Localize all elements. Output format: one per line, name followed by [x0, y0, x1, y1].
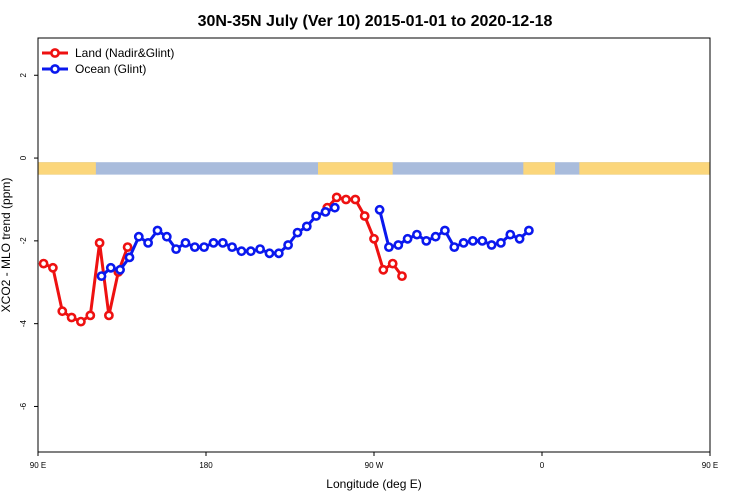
series-1-point-0-3	[124, 252, 135, 263]
series-1-point-1-1	[383, 242, 394, 252]
series-1-point-0-5	[143, 237, 153, 248]
series-0-point-0-7	[104, 310, 114, 321]
series-1-point-0-6	[152, 225, 163, 236]
legend-marker-0	[50, 48, 60, 58]
series-0-point-0-9	[122, 242, 133, 252]
plot-frame	[37, 37, 711, 453]
series-0-point-1-6	[378, 264, 389, 275]
x-tick-label-0: 90 E	[30, 461, 46, 470]
series-1-point-0-20	[283, 240, 293, 250]
series-1-point-0-2	[115, 264, 125, 275]
series-layer	[38, 192, 534, 327]
series-1-point-0-11	[199, 242, 209, 252]
series-0-line-0	[42, 241, 130, 324]
y-tick-label-0: 2	[19, 72, 28, 77]
land-band-3	[579, 162, 710, 175]
series-1-point-1-0	[374, 204, 385, 215]
series-1-point-0-0	[96, 271, 107, 281]
x-tick-label-2: 90 W	[365, 461, 384, 470]
series-1-point-1-9	[458, 237, 469, 248]
series-1-point-0-17	[255, 244, 265, 254]
series-1-point-1-7	[439, 225, 450, 236]
series-1-point-1-14	[505, 229, 516, 240]
land-band-0	[38, 162, 96, 175]
series-1-point-0-8	[171, 244, 181, 254]
series-1-point-0-12	[208, 237, 219, 248]
y-tick-label-1: 0	[19, 155, 28, 160]
x-tick-label-1: 180	[199, 461, 213, 470]
series-1-point-0-16	[245, 246, 256, 257]
series-0-point-0-4	[76, 316, 86, 327]
series-0-point-0-3	[66, 312, 77, 323]
y-axis-label: XCO2 - MLO trend (ppm)	[0, 178, 13, 313]
series-1-point-0-23	[311, 211, 321, 221]
land-band-1	[318, 162, 393, 175]
series-0-point-1-7	[387, 258, 398, 269]
series-1-line-1	[378, 209, 530, 249]
series-1-point-1-8	[449, 242, 460, 252]
landmask-strip	[38, 162, 710, 175]
chart-title: 30N-35N July (Ver 10) 2015-01-01 to 2020…	[198, 13, 553, 30]
legend-label-1: Ocean (Glint)	[75, 62, 146, 76]
x-tick-label-3: 0	[540, 461, 545, 470]
series-1-point-1-2	[393, 240, 404, 250]
legend-marker-1	[50, 64, 60, 74]
legend: Land (Nadir&Glint) Ocean (Glint)	[42, 46, 174, 76]
series-1-point-1-4	[411, 229, 422, 240]
series-0-point-1-1	[331, 192, 342, 203]
series-1-point-0-25	[329, 202, 340, 213]
series-1-point-1-12	[486, 240, 497, 250]
series-0-point-0-0	[38, 258, 49, 269]
series-1-point-0-1	[105, 262, 116, 273]
x-axis-label: Longitude (deg E)	[326, 477, 421, 491]
series-1-point-1-15	[514, 233, 525, 244]
series-1-point-0-22	[301, 221, 312, 232]
y-tick-label-3: -4	[19, 320, 28, 328]
series-1-point-1-6	[430, 231, 441, 242]
series-1-point-0-15	[236, 246, 247, 257]
series-1-point-0-10	[189, 242, 200, 252]
series-1-point-0-21	[292, 227, 303, 238]
series-1-point-1-11	[477, 235, 488, 246]
x-axis: 90 E 180 90 W 0 90 E	[30, 452, 718, 470]
series-0-point-1-2	[341, 194, 351, 205]
series-1-point-1-5	[421, 235, 432, 246]
series-1-point-1-3	[402, 233, 413, 244]
series-0-point-0-5	[85, 310, 96, 321]
land-band-2	[523, 162, 556, 175]
series-1-point-0-18	[264, 248, 275, 259]
series-0-point-0-6	[94, 237, 105, 248]
y-tick-label-2: -2	[19, 237, 28, 245]
series-1-point-0-19	[273, 248, 284, 259]
y-axis: 2 0 -2 -4 -6	[19, 72, 38, 410]
series-0-point-1-8	[397, 271, 407, 281]
legend-label-0: Land (Nadir&Glint)	[75, 46, 174, 60]
series-1-point-0-4	[133, 231, 144, 242]
series-1-point-0-14	[227, 242, 237, 252]
series-0-point-0-1	[48, 262, 58, 273]
x-tick-label-4: 90 E	[702, 461, 718, 470]
series-1-point-0-7	[161, 231, 172, 242]
series-1-point-1-13	[495, 237, 506, 248]
series-1-point-0-24	[320, 206, 331, 217]
series-1-point-1-10	[467, 235, 478, 246]
series-0-point-0-2	[57, 306, 68, 317]
series-0-point-1-5	[369, 233, 379, 244]
series-1-point-0-9	[180, 237, 191, 248]
series-1-point-1-16	[524, 225, 534, 236]
series-0-point-1-4	[359, 211, 370, 221]
y-tick-label-4: -6	[19, 402, 28, 410]
series-1-point-0-13	[217, 237, 228, 248]
series-0-point-1-3	[350, 194, 361, 205]
